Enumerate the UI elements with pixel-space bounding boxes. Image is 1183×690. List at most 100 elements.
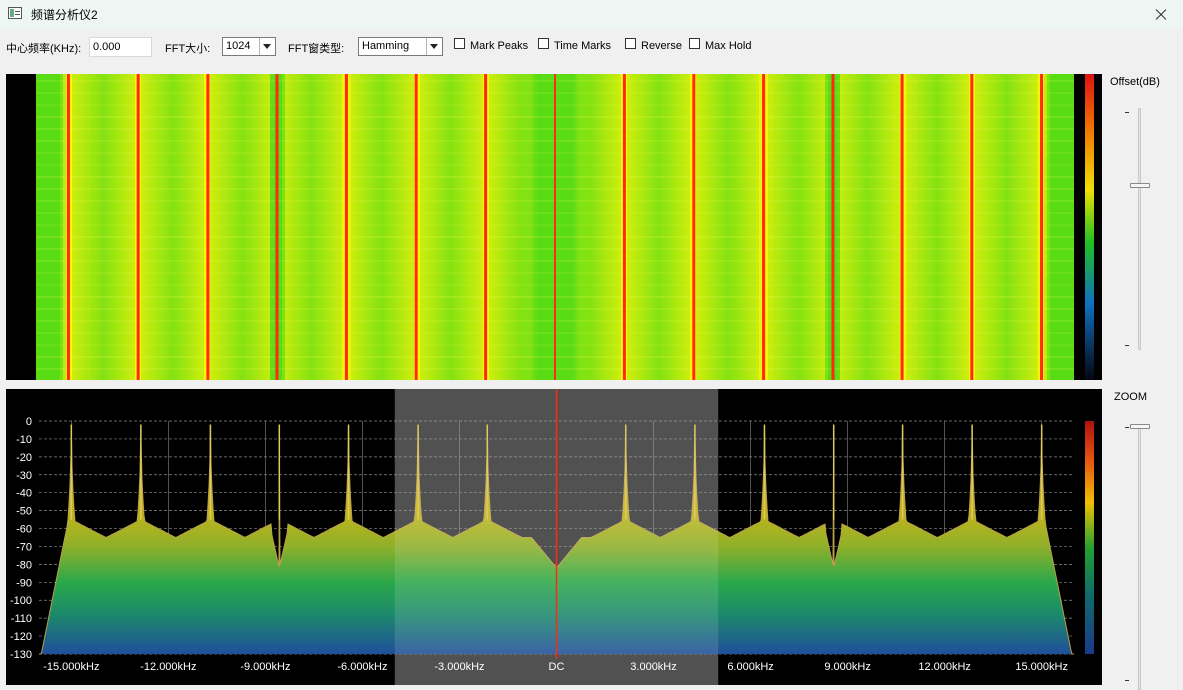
waterfall-column (105, 74, 108, 380)
waterfall-column (732, 74, 735, 380)
waterfall-column (840, 74, 843, 380)
waterfall-column (114, 74, 117, 380)
waterfall-peak-line (66, 74, 70, 380)
zoom-label: ZOOM (1114, 391, 1147, 403)
waterfall-column (891, 74, 894, 380)
x-tick-label: -3.000kHz (434, 661, 484, 673)
waterfall-column (915, 74, 918, 380)
waterfall-column (588, 74, 591, 380)
offset-slider-handle[interactable] (1130, 183, 1150, 189)
waterfall-column (198, 74, 201, 380)
waterfall-column (480, 74, 483, 380)
waterfall-column (342, 74, 345, 380)
x-tick-label: 9.000kHz (824, 661, 870, 673)
waterfall-column (1026, 74, 1029, 380)
waterfall-column (135, 74, 138, 380)
waterfall-column (513, 74, 516, 380)
waterfall-column (225, 74, 228, 380)
waterfall-column (1044, 74, 1047, 380)
waterfall-column (267, 74, 270, 380)
waterfall-column (960, 74, 963, 380)
zoom-slider-handle[interactable] (1130, 424, 1150, 429)
waterfall-column (753, 74, 756, 380)
waterfall-column (615, 74, 618, 380)
spectrum-chart: 0 -10 -20 -30 -40 -50 -60 -70 -80 -90 -100 -110 -120… (10, 389, 1094, 685)
fft-size-select[interactable]: 1024 (222, 37, 276, 56)
waterfall-display[interactable] (6, 74, 1102, 380)
waterfall-column (84, 74, 87, 380)
chevron-down-icon[interactable] (426, 38, 442, 55)
waterfall-column (642, 74, 645, 380)
waterfall-column (696, 74, 699, 380)
waterfall-column (888, 74, 891, 380)
waterfall-column (60, 74, 63, 380)
waterfall-column (801, 74, 804, 380)
waterfall-column (645, 74, 648, 380)
waterfall-column (816, 74, 819, 380)
zoom-slider-groove (1138, 424, 1141, 690)
waterfall-column (813, 74, 816, 380)
waterfall-column (690, 74, 693, 380)
y-tick-label: -30 (16, 470, 32, 482)
waterfall-column (678, 74, 681, 380)
waterfall-column (147, 74, 150, 380)
waterfall-column (774, 74, 777, 380)
waterfall-column (666, 74, 669, 380)
waterfall-column (609, 74, 612, 380)
waterfall-column (867, 74, 870, 380)
waterfall-column (363, 74, 366, 380)
waterfall-column (507, 74, 510, 380)
waterfall-column (384, 74, 387, 380)
waterfall-column (933, 74, 936, 380)
waterfall-column (906, 74, 909, 380)
zoom-slider[interactable] (1122, 410, 1158, 690)
waterfall-column (828, 74, 831, 380)
waterfall-column (579, 74, 582, 380)
center-freq-input[interactable]: 0.000 (89, 37, 152, 57)
max-hold-label: Max Hold (705, 40, 752, 52)
offset-slider-groove (1138, 108, 1141, 350)
waterfall-column (309, 74, 312, 380)
time-marks-checkbox[interactable] (538, 38, 549, 49)
waterfall-peak-line (275, 74, 279, 380)
waterfall-column (876, 74, 879, 380)
waterfall-column (432, 74, 435, 380)
x-tick-label: 15.000kHz (1015, 661, 1068, 673)
waterfall-column (45, 74, 48, 380)
waterfall-column (729, 74, 732, 380)
waterfall-column (162, 74, 165, 380)
fft-window-select[interactable]: Hamming (358, 37, 443, 56)
waterfall-column (858, 74, 861, 380)
waterfall-column (711, 74, 714, 380)
waterfall-column (246, 74, 249, 380)
chevron-down-icon[interactable] (259, 38, 275, 55)
waterfall-column (501, 74, 504, 380)
waterfall-column (390, 74, 393, 380)
waterfall-column (288, 74, 291, 380)
waterfall-column (558, 74, 561, 380)
waterfall-column (927, 74, 930, 380)
waterfall-column (177, 74, 180, 380)
spectrum-display[interactable]: 0 -10 -20 -30 -40 -50 -60 -70 -80 -90 -100 -110 -120… (6, 389, 1102, 685)
waterfall-column (807, 74, 810, 380)
waterfall-peak-line (1040, 74, 1044, 380)
waterfall-column (744, 74, 747, 380)
waterfall-column (360, 74, 363, 380)
offset-slider[interactable] (1122, 92, 1158, 360)
waterfall-column (582, 74, 585, 380)
y-tick-label: -50 (16, 506, 32, 518)
waterfall-column (942, 74, 945, 380)
waterfall-column (966, 74, 969, 380)
reverse-checkbox[interactable] (625, 38, 636, 49)
waterfall-column (213, 74, 216, 380)
y-tick-label: -20 (16, 452, 32, 464)
close-button[interactable] (1137, 0, 1183, 29)
waterfall-column (792, 74, 795, 380)
waterfall-peak-line (831, 74, 835, 380)
mark-peaks-checkbox[interactable] (454, 38, 465, 49)
waterfall-column (156, 74, 159, 380)
fft-size-value: 1024 (226, 40, 251, 52)
max-hold-checkbox[interactable] (689, 38, 700, 49)
waterfall-column (219, 74, 222, 380)
waterfall-column (660, 74, 663, 380)
